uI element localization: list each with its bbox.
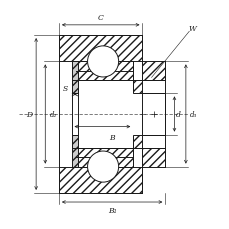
Text: D: D: [26, 111, 32, 118]
Polygon shape: [142, 62, 165, 80]
Circle shape: [87, 47, 118, 78]
Text: d₃: d₃: [189, 111, 196, 118]
Text: d: d: [175, 111, 180, 118]
Polygon shape: [133, 80, 142, 94]
Polygon shape: [71, 135, 133, 167]
Bar: [59, 167, 142, 193]
Text: B₁: B₁: [107, 206, 116, 214]
Text: B: B: [108, 134, 114, 142]
Text: W: W: [188, 25, 196, 33]
Text: C: C: [97, 14, 103, 22]
Polygon shape: [71, 62, 133, 94]
Text: S: S: [63, 85, 68, 93]
Bar: [71, 62, 78, 94]
Polygon shape: [76, 159, 132, 167]
Bar: [71, 135, 78, 167]
Circle shape: [87, 151, 118, 182]
Polygon shape: [133, 135, 142, 149]
Polygon shape: [142, 94, 165, 135]
Polygon shape: [142, 149, 165, 167]
Bar: [59, 36, 142, 62]
Polygon shape: [76, 62, 132, 70]
Text: d₂: d₂: [49, 111, 56, 118]
